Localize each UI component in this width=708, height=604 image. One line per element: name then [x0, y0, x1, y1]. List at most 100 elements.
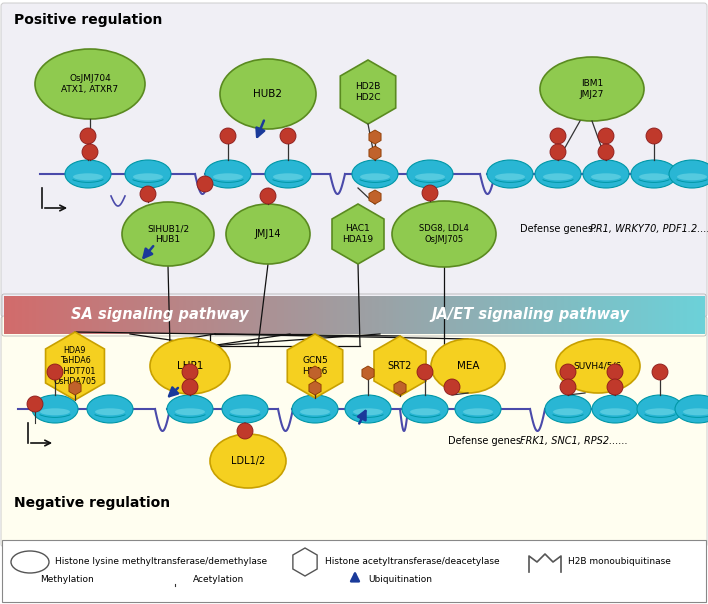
Bar	[28, 296, 33, 334]
Bar	[190, 296, 193, 334]
Bar	[690, 296, 694, 334]
Bar	[151, 296, 155, 334]
Bar	[249, 296, 253, 334]
Circle shape	[607, 379, 623, 395]
Bar	[140, 296, 144, 334]
Bar	[302, 296, 305, 334]
Bar	[74, 296, 78, 334]
Bar	[214, 296, 218, 334]
Bar	[666, 296, 670, 334]
Ellipse shape	[535, 160, 581, 188]
Ellipse shape	[133, 173, 163, 181]
Bar	[186, 296, 190, 334]
Circle shape	[197, 176, 213, 192]
Bar	[217, 296, 222, 334]
Bar	[462, 296, 467, 334]
Bar	[617, 296, 620, 334]
Bar	[455, 296, 459, 334]
Bar	[228, 296, 232, 334]
Text: SIHUB1/2
HUB1: SIHUB1/2 HUB1	[147, 224, 189, 243]
Polygon shape	[69, 381, 81, 395]
Bar	[508, 296, 512, 334]
Bar	[161, 296, 166, 334]
Ellipse shape	[73, 173, 103, 181]
Bar	[624, 296, 627, 334]
Ellipse shape	[213, 173, 243, 181]
Bar	[127, 296, 130, 334]
Bar	[487, 296, 491, 334]
Text: Acetylation: Acetylation	[193, 576, 244, 585]
Bar	[413, 296, 418, 334]
Polygon shape	[362, 366, 374, 380]
Bar	[277, 296, 281, 334]
Bar	[505, 296, 508, 334]
Ellipse shape	[125, 160, 171, 188]
FancyBboxPatch shape	[1, 3, 707, 317]
Ellipse shape	[292, 395, 338, 423]
Bar	[375, 296, 379, 334]
Bar	[116, 296, 120, 334]
Bar	[648, 296, 652, 334]
Bar	[203, 296, 207, 334]
Bar	[224, 296, 229, 334]
Bar	[673, 296, 677, 334]
Bar	[494, 296, 498, 334]
Text: Histone acetyltransferase/deacetylase: Histone acetyltransferase/deacetylase	[325, 557, 500, 567]
Bar	[620, 296, 624, 334]
Bar	[326, 296, 330, 334]
Bar	[644, 296, 649, 334]
Bar	[183, 296, 186, 334]
Bar	[53, 296, 57, 334]
Polygon shape	[369, 146, 381, 160]
Text: MEA: MEA	[457, 361, 479, 371]
Bar	[442, 296, 445, 334]
Bar	[368, 296, 372, 334]
Ellipse shape	[463, 408, 493, 416]
Bar	[410, 296, 414, 334]
Ellipse shape	[415, 173, 445, 181]
Ellipse shape	[645, 408, 675, 416]
Circle shape	[182, 364, 198, 380]
Polygon shape	[341, 60, 396, 124]
Bar	[392, 296, 396, 334]
Ellipse shape	[540, 57, 644, 121]
Text: HUB2: HUB2	[253, 89, 282, 99]
Bar	[287, 296, 292, 334]
Bar	[343, 296, 348, 334]
Bar	[610, 296, 614, 334]
Bar	[354, 296, 358, 334]
Bar	[280, 296, 285, 334]
Polygon shape	[332, 204, 384, 264]
Bar	[655, 296, 659, 334]
Bar	[697, 296, 701, 334]
Text: SRT2: SRT2	[388, 361, 412, 371]
Text: OsJMJ704
ATX1, ATXR7: OsJMJ704 ATX1, ATXR7	[62, 74, 118, 94]
Circle shape	[14, 570, 30, 586]
Bar	[295, 296, 299, 334]
Circle shape	[82, 144, 98, 160]
Bar	[113, 296, 117, 334]
Text: Defense genes:: Defense genes:	[448, 436, 527, 446]
Bar	[270, 296, 274, 334]
Bar	[469, 296, 474, 334]
Circle shape	[220, 128, 236, 144]
Ellipse shape	[40, 408, 70, 416]
Bar	[235, 296, 239, 334]
Bar	[435, 296, 438, 334]
Text: Defense genes:: Defense genes:	[520, 224, 600, 234]
Circle shape	[444, 379, 460, 395]
Bar	[67, 296, 71, 334]
Bar	[431, 296, 435, 334]
Polygon shape	[287, 334, 343, 398]
Bar	[273, 296, 278, 334]
Ellipse shape	[677, 173, 707, 181]
Ellipse shape	[637, 395, 683, 423]
Bar	[210, 296, 215, 334]
Bar	[379, 296, 382, 334]
Circle shape	[237, 423, 253, 439]
Bar	[46, 296, 50, 334]
Bar	[260, 296, 263, 334]
Bar	[511, 296, 515, 334]
Bar	[39, 296, 43, 334]
Bar	[543, 296, 547, 334]
